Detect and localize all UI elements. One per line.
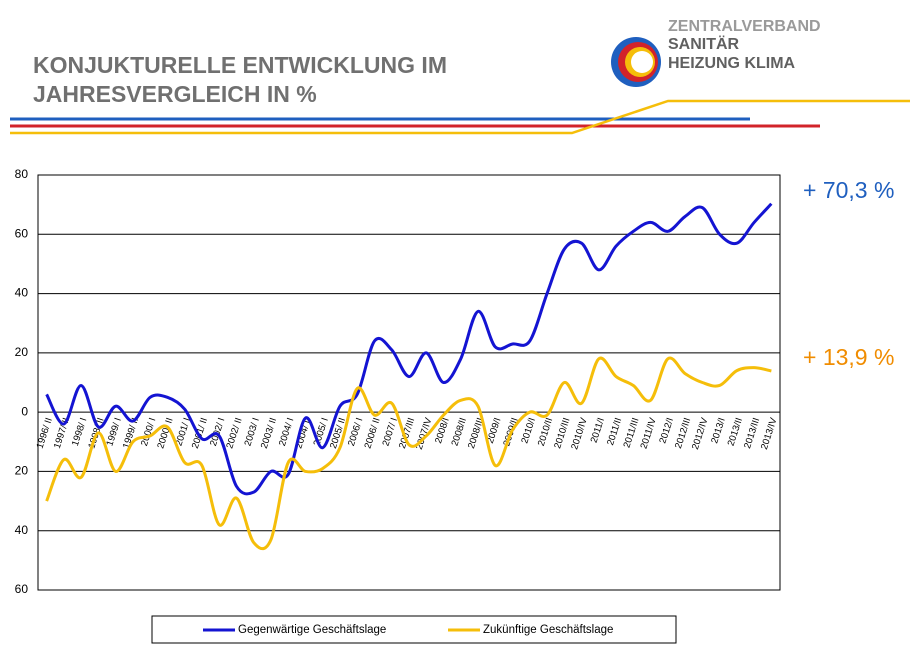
- x-tick-label: 2008/II: [450, 416, 469, 447]
- logo-text: ZENTRALVERBAND: [668, 18, 821, 35]
- x-tick-label: 2006/ I: [346, 416, 365, 447]
- x-tick-label: 2013/IV: [759, 416, 780, 451]
- x-tick-label: 2003/ I: [243, 416, 262, 447]
- logo-ring: [631, 51, 653, 73]
- x-tick-label: 2013/I: [709, 416, 728, 445]
- plot-frame: [37, 174, 781, 591]
- title-line: KONJUKTURELLE ENTWICKLUNG IM: [33, 52, 447, 78]
- x-tick-label: 1998/ I: [70, 416, 89, 447]
- x-tick-label: 2010/I: [519, 416, 538, 445]
- y-tick-label: 60: [15, 582, 29, 596]
- x-tick-label: 2010/II: [536, 416, 555, 447]
- x-tick-label: 2012/I: [657, 416, 676, 445]
- x-tick-label: 1997/ II: [52, 416, 72, 450]
- logo: ZENTRALVERBAND SANITÄR HEIZUNG KLIMA: [611, 18, 821, 87]
- annotation: + 70,3 %: [803, 177, 894, 203]
- x-tick-label: 1999/ I: [104, 416, 123, 447]
- y-tick-label: 60: [15, 226, 29, 240]
- y-tick-label: 20: [15, 464, 29, 478]
- x-tick-label: 2012/IV: [690, 416, 711, 451]
- series-line: [45, 356, 772, 551]
- x-tick-label: 2011/I: [589, 416, 607, 444]
- logo-text: HEIZUNG KLIMA: [668, 55, 796, 72]
- y-tick-label: 80: [15, 167, 29, 181]
- title-line: JAHRESVERGLEICH IN %: [33, 81, 317, 107]
- x-tick-label: 2002/ II: [224, 416, 244, 450]
- legend-box: [151, 615, 677, 644]
- x-tick-label: 2003/ II: [259, 416, 279, 450]
- x-tick-label: 2011/IV: [638, 416, 659, 451]
- y-tick-label: 20: [15, 345, 29, 359]
- x-tick-label: 2006/ II: [362, 416, 382, 450]
- x-tick-label: 2013/II: [726, 416, 745, 447]
- logo-text: SANITÄR: [668, 35, 740, 53]
- legend-label: Zukünftige Geschäftslage: [483, 624, 613, 636]
- x-tick-label: 2007/ I: [381, 416, 400, 447]
- series-line: [45, 202, 773, 496]
- y-tick-label: 40: [15, 286, 29, 300]
- x-tick-label: 2004/ I: [277, 416, 296, 447]
- y-tick-label: 40: [15, 523, 29, 537]
- legend-label: Gegenwärtige Geschäftslage: [238, 624, 386, 636]
- annotation: + 13,9 %: [803, 344, 894, 370]
- y-tick-label: 0: [21, 404, 28, 418]
- x-tick-label: 2010/IV: [569, 416, 590, 451]
- x-tick-label: 2011/II: [605, 416, 624, 446]
- deco-line: [10, 99, 910, 135]
- x-tick-label: 2008/I: [433, 416, 452, 445]
- x-tick-label: 2002/ I: [208, 416, 227, 447]
